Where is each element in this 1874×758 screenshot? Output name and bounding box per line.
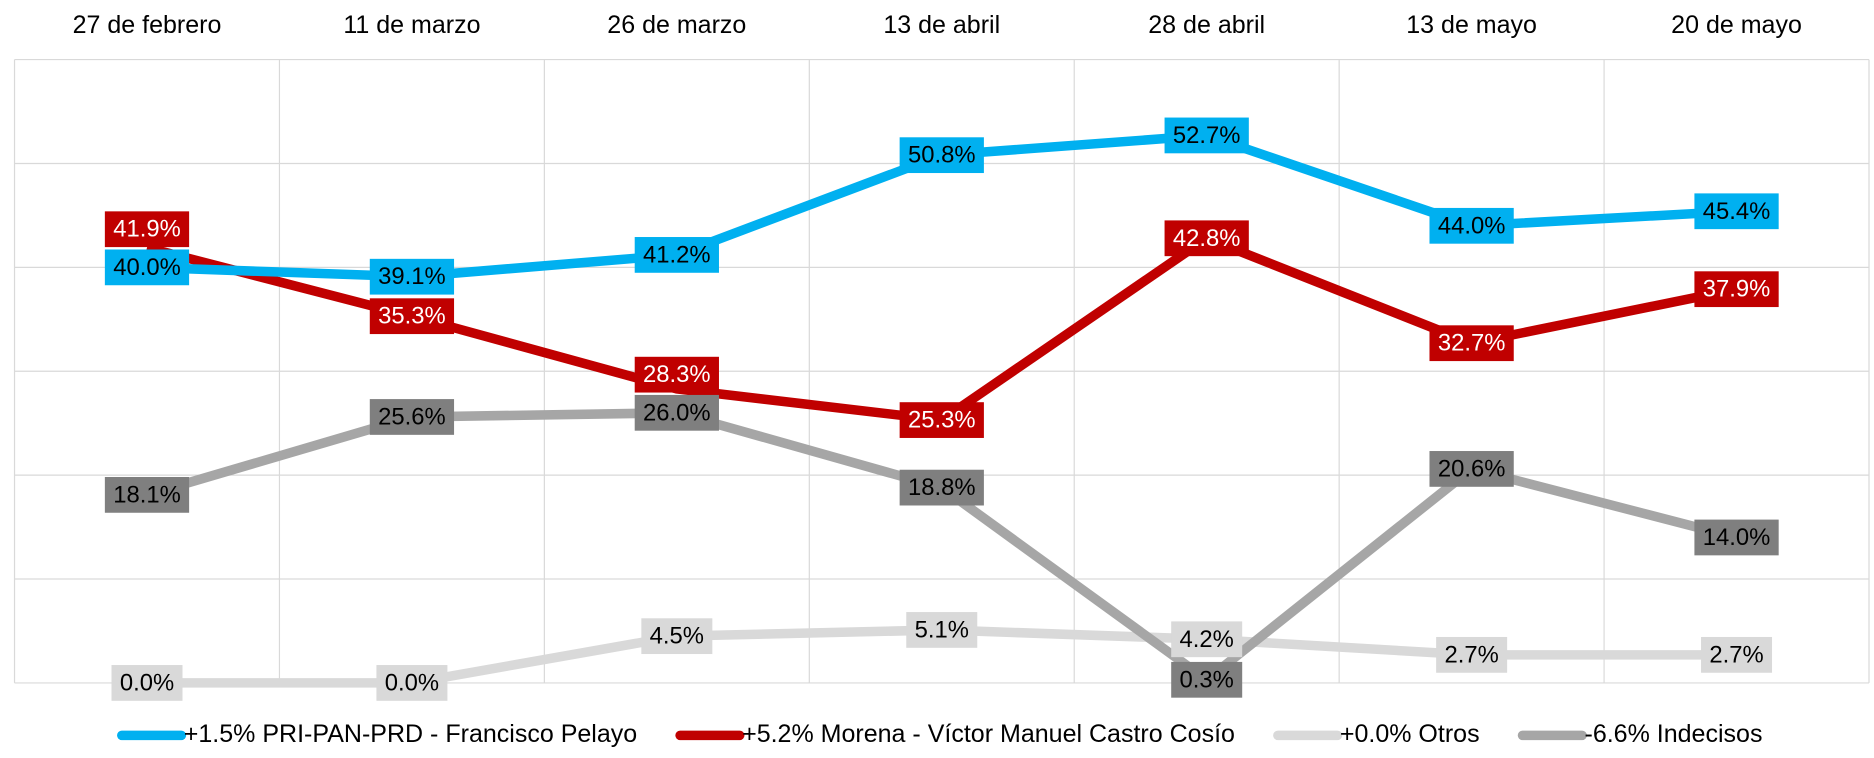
data-label-text: 0.0%: [120, 669, 174, 696]
data-label-text: 35.3%: [378, 303, 446, 330]
data-label-text: 2.7%: [1444, 641, 1498, 668]
data-label-text: 18.8%: [908, 474, 976, 501]
data-label-box: [1694, 193, 1779, 230]
data-label-box: [1429, 207, 1514, 244]
data-label: 52.7%: [1164, 117, 1249, 154]
data-label-text: 14.0%: [1703, 524, 1771, 551]
data-label-text: 5.1%: [915, 616, 969, 643]
data-label: 41.9%: [104, 211, 190, 248]
data-label: 45.4%: [1694, 193, 1779, 230]
data-label-box: [1171, 621, 1243, 658]
data-label-text: 32.7%: [1438, 330, 1506, 357]
legend-label: +1.5% PRI-PAN-PRD - Francisco Pelayo: [184, 720, 637, 748]
data-label: 0.0%: [111, 665, 183, 701]
data-label: 28.3%: [634, 356, 719, 393]
data-label-text: 26.0%: [643, 399, 711, 426]
data-label: 14.0%: [1694, 519, 1779, 556]
data-label-box: [634, 394, 719, 431]
data-label: 50.8%: [899, 137, 984, 174]
data-label-box: [899, 469, 984, 506]
data-label-box: [1701, 636, 1773, 673]
data-label: 32.7%: [1429, 325, 1514, 362]
data-label-text: 37.9%: [1703, 276, 1771, 303]
data-label: 44.0%: [1429, 207, 1514, 244]
data-label-box: [1171, 661, 1243, 698]
x-tick-label: 13 de abril: [883, 11, 1000, 39]
data-label: 20.6%: [1429, 451, 1514, 487]
data-label-box: [906, 612, 978, 648]
data-label-text: 2.7%: [1709, 641, 1763, 668]
data-label-text: 0.0%: [385, 669, 439, 696]
data-label-text: 28.3%: [643, 361, 711, 388]
legend-label: +0.0% Otros: [1340, 720, 1480, 748]
data-label-box: [111, 665, 183, 701]
data-label: 0.0%: [376, 665, 448, 701]
data-label: 40.0%: [104, 249, 190, 286]
data-label-box: [369, 298, 455, 335]
data-label-box: [1694, 271, 1779, 308]
data-label: 25.3%: [899, 402, 984, 438]
data-label-text: 41.2%: [643, 241, 711, 268]
data-label: 35.3%: [369, 298, 455, 335]
data-label-box: [369, 258, 455, 295]
data-label: 0.3%: [1171, 661, 1243, 698]
data-label: 18.1%: [104, 477, 190, 513]
data-label: 39.1%: [369, 258, 455, 295]
data-label-box: [899, 402, 984, 438]
data-label: 4.5%: [641, 618, 713, 655]
data-label-text: 4.2%: [1180, 626, 1234, 653]
data-label: 25.6%: [369, 399, 455, 435]
data-label-box: [104, 249, 190, 286]
data-label-text: 25.3%: [908, 407, 976, 434]
data-label: 41.2%: [634, 237, 719, 273]
data-label-text: 25.6%: [378, 403, 446, 430]
data-label: 26.0%: [634, 394, 719, 431]
data-label-box: [1436, 636, 1508, 673]
data-label-box: [369, 399, 455, 435]
data-label-text: 41.9%: [113, 216, 181, 243]
x-tick-label: 13 de mayo: [1406, 11, 1537, 39]
x-tick-label: 11 de marzo: [343, 11, 480, 39]
data-label: 18.8%: [899, 469, 984, 506]
legend-label: +5.2% Morena - Víctor Manuel Castro Cosí…: [742, 720, 1235, 748]
data-label-box: [899, 137, 984, 174]
data-label-box: [1694, 519, 1779, 556]
x-tick-label: 26 de marzo: [607, 11, 746, 39]
data-label-text: 45.4%: [1703, 198, 1771, 225]
data-label-box: [1164, 220, 1249, 257]
data-label: 4.2%: [1171, 621, 1243, 658]
data-label-text: 50.8%: [908, 142, 976, 169]
data-label-text: 39.1%: [378, 263, 446, 290]
data-label-text: 4.5%: [650, 623, 704, 650]
data-label-box: [104, 211, 190, 248]
data-label-text: 40.0%: [113, 254, 181, 281]
data-label: 2.7%: [1701, 636, 1773, 673]
data-label-box: [641, 618, 713, 655]
legend-label: -6.6% Indecisos: [1584, 720, 1762, 748]
data-label-text: 42.8%: [1173, 225, 1241, 252]
data-label-box: [104, 477, 190, 513]
x-tick-label: 27 de febrero: [73, 11, 222, 39]
data-label: 5.1%: [906, 612, 978, 648]
data-label-text: 18.1%: [113, 481, 181, 508]
data-label-box: [1429, 325, 1514, 362]
data-label-text: 52.7%: [1173, 122, 1241, 149]
data-label-box: [634, 356, 719, 393]
x-tick-label: 20 de mayo: [1671, 11, 1802, 39]
data-label-text: 0.3%: [1180, 666, 1234, 693]
data-label-text: 44.0%: [1438, 212, 1506, 239]
data-label-box: [376, 665, 448, 701]
data-label-box: [1429, 451, 1514, 487]
data-label-box: [1164, 117, 1249, 154]
data-label: 37.9%: [1694, 271, 1779, 308]
data-label: 2.7%: [1436, 636, 1508, 673]
x-tick-label: 28 de abril: [1148, 11, 1265, 39]
data-label-box: [634, 237, 719, 273]
data-label-text: 20.6%: [1438, 455, 1506, 482]
data-label: 42.8%: [1164, 220, 1249, 257]
